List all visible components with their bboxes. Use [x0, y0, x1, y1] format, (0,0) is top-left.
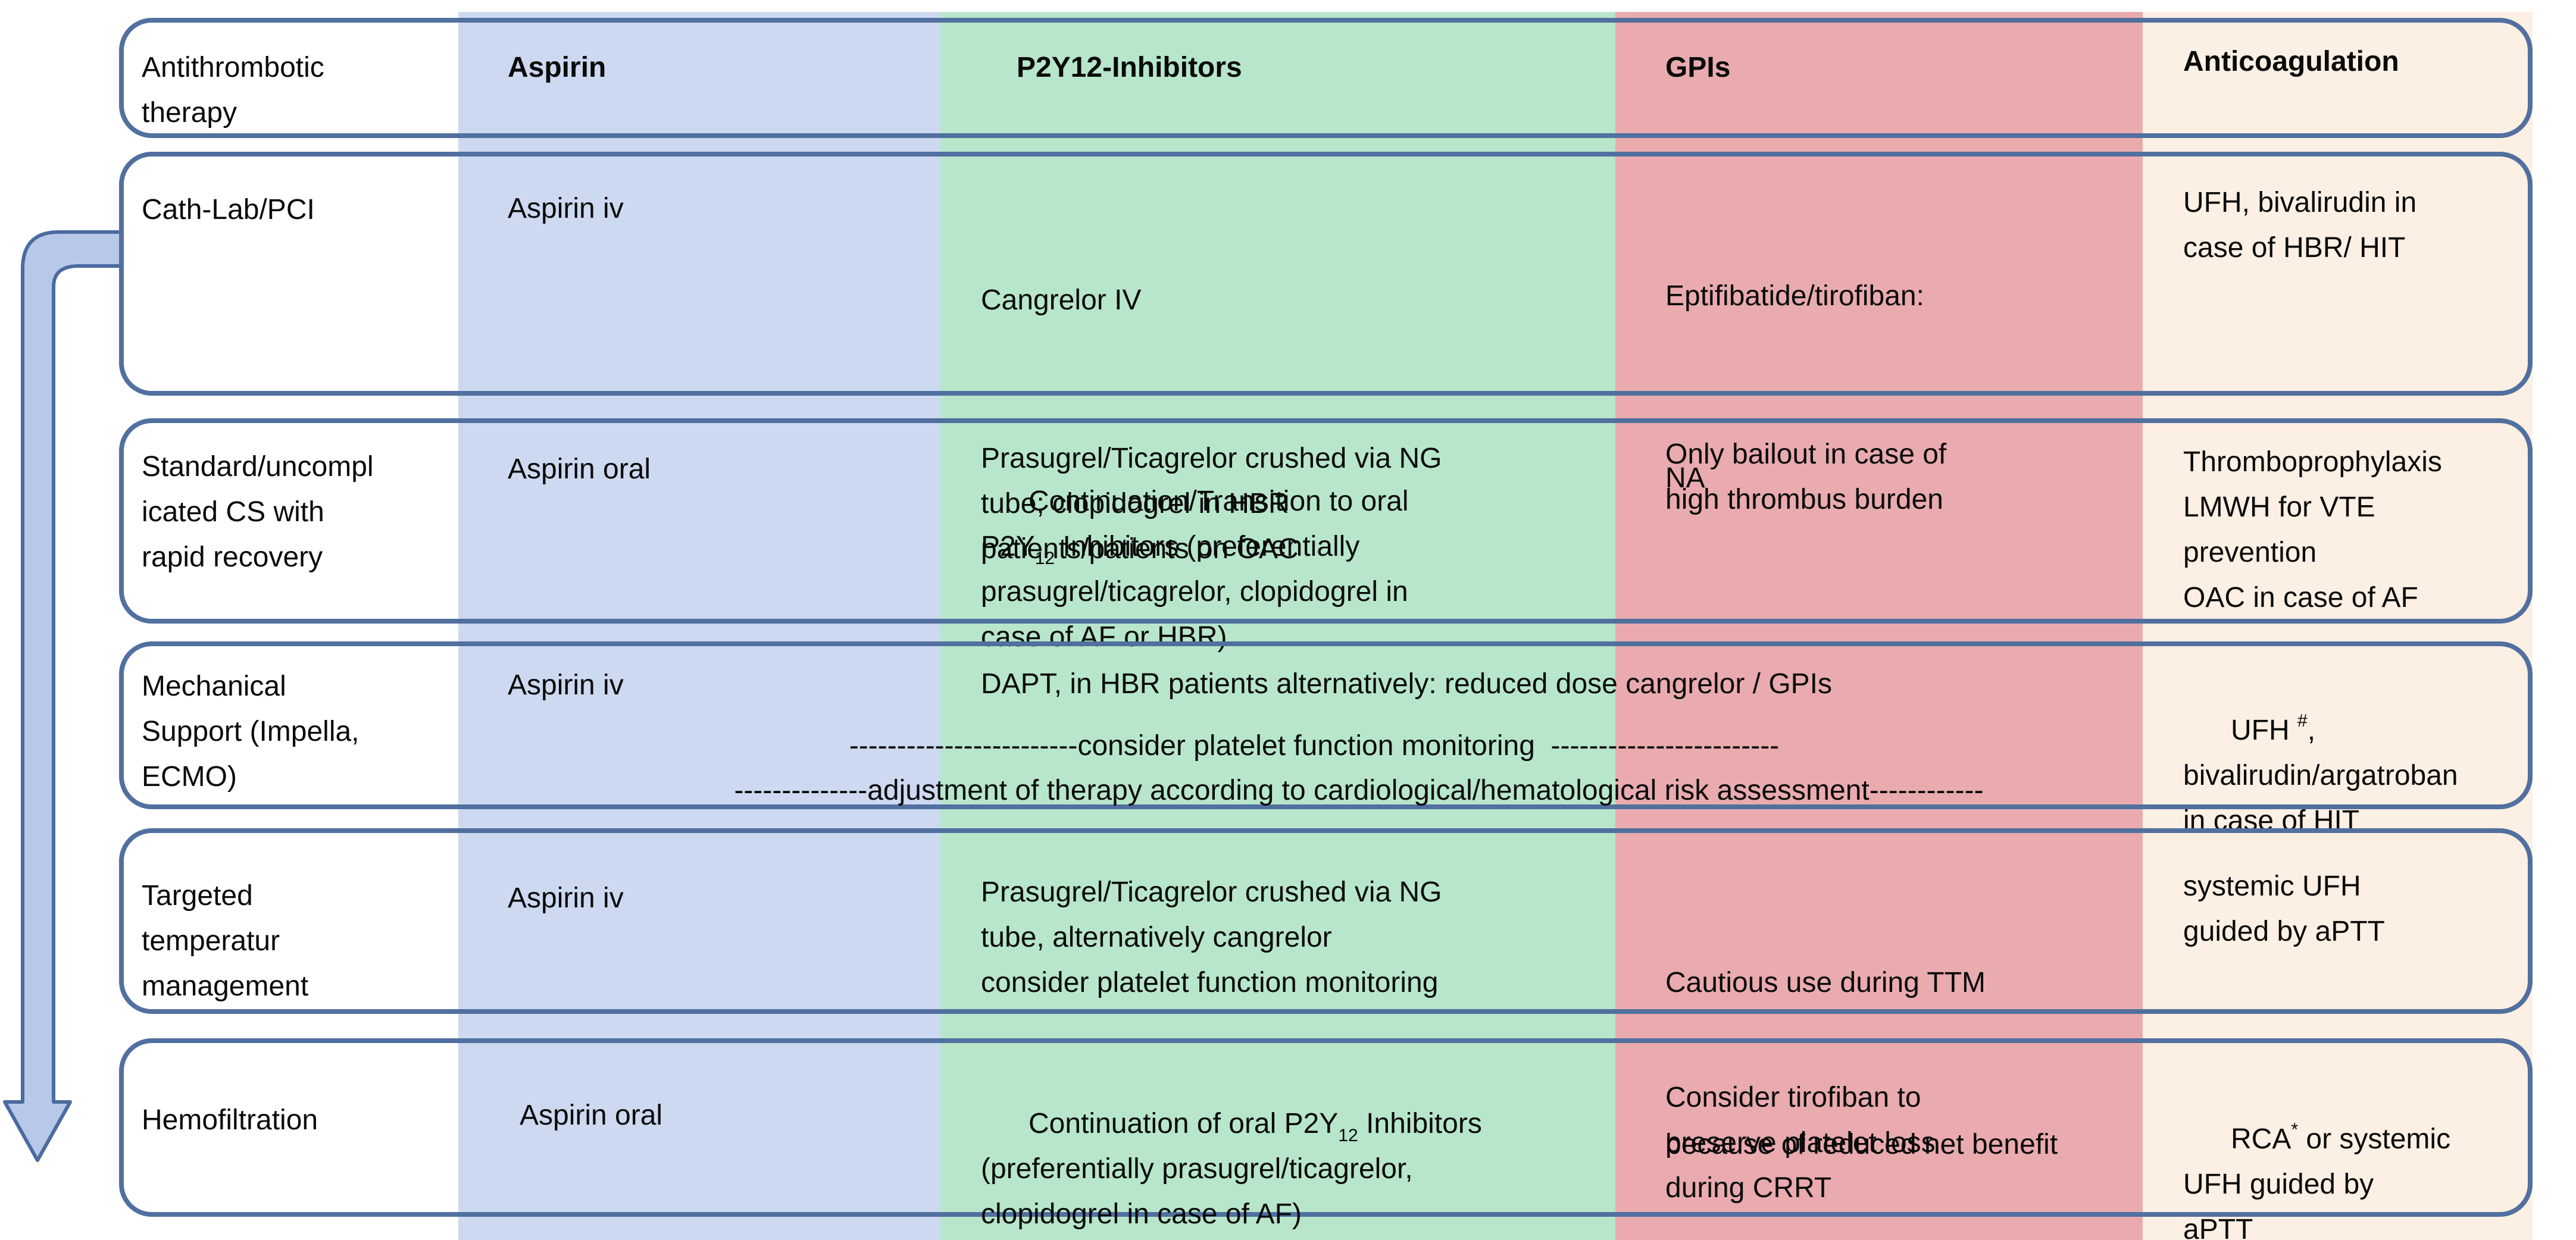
row-mechanical-support: Mechanical Support (Impella, ECMO) Aspir… — [119, 641, 2533, 837]
cell-aspirin: Aspirin iv — [508, 193, 624, 224]
cell-row-label: Targeted temperatur management — [142, 880, 309, 1002]
p2y12-text-pre: Continuation/Transition to oral P2Y — [981, 486, 1409, 562]
cell-aspirin: Aspirin oral — [508, 453, 651, 485]
cell-risk-assessment-line: --------------adjustment of therapy acco… — [734, 775, 1984, 806]
row-hemofiltration: Hemofiltration Aspirin oral Continuation… — [119, 1038, 2533, 1240]
hash-superscript: # — [2297, 711, 2308, 731]
column-band-gpis — [1615, 12, 2143, 1240]
anticoag-text-post: , bivalirudin/argatroban in case of HIT — [2183, 715, 2458, 837]
p2y12-line2: Prasugrel/Ticagrelor crushed via NG tube… — [981, 443, 1442, 565]
column-band-p2y12 — [940, 12, 1615, 1240]
cell-aspirin: Aspirin iv — [508, 669, 624, 701]
header-p2y12: P2Y12-Inhibitors — [1017, 52, 1242, 83]
cell-anticoagulation: UFH, bivalirudin in case of HBR/ HIT — [2183, 187, 2417, 264]
column-band-aspirin — [458, 12, 940, 1240]
cell-anticoagulation: RCA* or systemic UFH guided by aPTT — [2183, 1072, 2450, 1240]
cell-gpis: Cautious use during TTM because of reduc… — [1665, 870, 2153, 1240]
gpis-line1: Cautious use during TTM — [1665, 967, 1986, 998]
header-anticoagulation: Anticoagulation — [2183, 46, 2399, 77]
cell-row-label: Hemofiltration — [142, 1104, 318, 1136]
asterisk-superscript: * — [2291, 1120, 2299, 1139]
flow-down-arrow-icon — [0, 0, 137, 1240]
cell-p2y12: Continuation of oral P2Y12 Inhibitors (p… — [981, 1056, 1618, 1240]
row-cathlab-pci: Cath-Lab/PCI Aspirin iv Cangrelor IV Pra… — [119, 152, 2533, 565]
cell-row-label: Cath-Lab/PCI — [142, 194, 315, 226]
cell-row-label: Standard/uncompl icated CS with rapid re… — [142, 451, 374, 573]
anticoag-text-pre: RCA — [2231, 1123, 2291, 1155]
anticoag-text-pre: UFH — [2231, 715, 2297, 746]
anticoag-text-post: or systemic UFH guided by aPTT — [2183, 1123, 2451, 1240]
p2y12-subscript: 12 — [1034, 549, 1055, 568]
gpis-line1: Eptifibatide/tirofiban: — [1665, 280, 1924, 312]
header-therapy: Antithrombotic therapy — [142, 52, 324, 129]
gpis-line2: Only bailout in case of high thrombus bu… — [1665, 439, 1947, 515]
cell-anticoagulation: systemic UFH guided by aPTT — [2183, 870, 2385, 947]
cell-p2y12: Prasugrel/Ticagrelor crushed via NG tube… — [981, 876, 1442, 998]
p2y12-text-post: Inhibitors (preferentially prasugrel/tic… — [981, 531, 1408, 653]
p2y12-line1: Cangrelor IV — [981, 284, 1142, 316]
row-targeted-temperature-management: Targeted temperatur management Aspirin i… — [119, 828, 2533, 1160]
cell-row-label: Mechanical Support (Impella, ECMO) — [142, 671, 359, 793]
p2y12-text-post: Inhibitors (preferentially prasugrel/tic… — [981, 1108, 1482, 1230]
cell-gpis: Eptifibatide/tirofiban: Only bailout in … — [1665, 183, 2142, 613]
header-aspirin: Aspirin — [508, 52, 607, 83]
cell-gpis: Consider tirofiban to preserve platelet … — [1665, 1082, 1936, 1204]
column-band-anticoagulation — [2143, 12, 2533, 1240]
cell-p2y12: Continuation/Transition to oral P2Y12 In… — [981, 434, 1618, 705]
cell-aspirin: Aspirin iv — [508, 882, 624, 914]
cell-p2y12: Cangrelor IV Prasugrel/Ticagrelor crushe… — [981, 187, 1618, 662]
p2y12-subscript: 12 — [1338, 1126, 1358, 1145]
cell-dapt-span-line: DAPT, in HBR patients alternatively: red… — [981, 668, 1833, 700]
cell-platelet-monitoring-line: ------------------------consider platele… — [849, 730, 1780, 762]
cell-gpis: NA — [1665, 462, 1705, 494]
cell-aspirin: Aspirin oral — [520, 1100, 663, 1131]
p2y12-text-pre: Continuation of oral P2Y — [1028, 1108, 1339, 1139]
gpis-line2: because of reduced net benefit — [1665, 1129, 2058, 1160]
row-standard-cs: Standard/uncompl icated CS with rapid re… — [119, 418, 2533, 653]
cell-anticoagulation: Thromboprophylaxis LMWH for VTE preventi… — [2183, 446, 2442, 613]
header-row: Antithrombotic therapy Aspirin P2Y12-Inh… — [119, 18, 2533, 138]
header-gpis: GPIs — [1665, 52, 1731, 83]
